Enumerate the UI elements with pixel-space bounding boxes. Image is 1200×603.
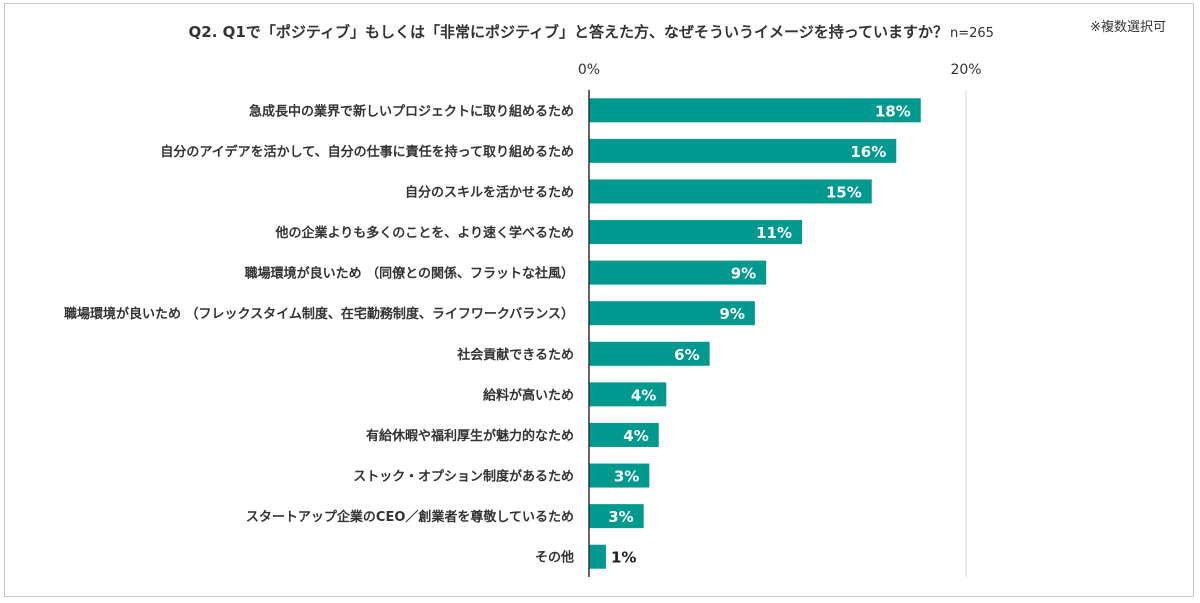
data-label: 15%: [826, 183, 862, 201]
data-label: 9%: [731, 265, 756, 283]
bar: [589, 422, 659, 447]
category-label: 有給休暇や福利厚生が魅力的なため: [366, 428, 574, 444]
x-tick-20: 20%: [950, 62, 981, 78]
data-label: 4%: [631, 386, 656, 404]
bar: [589, 98, 921, 123]
chart-title: Q2. Q1で「ポジティブ」もしくは「非常にポジティブ」と答えた方、なぜそういう…: [189, 23, 948, 41]
category-label: その他: [535, 550, 574, 566]
category-label: 職場環境が良いため （同僚との関係、フラットな社風）: [245, 266, 574, 282]
bars-group: 急成長中の業界で新しいプロジェクトに取り組めるため 18% 自分のアイデアを活かして…: [64, 98, 921, 569]
category-label: 職場環境が良いため （フレックスタイム制度、在宅勤務制度、ライフワークバランス）: [64, 306, 574, 322]
category-label: ストック・オプション制度があるため: [353, 469, 574, 485]
bar: [589, 341, 710, 366]
data-label: 6%: [674, 346, 699, 364]
category-label: スタートアップ企業のCEO／創業者を尊敬しているため: [246, 509, 574, 525]
data-label: 9%: [719, 305, 744, 323]
bar: [589, 301, 755, 326]
category-label: 社会貢献できるため: [456, 347, 574, 363]
data-label: 1%: [611, 549, 636, 567]
category-label: 急成長中の業界で新しいプロジェクトに取り組めるため: [249, 103, 574, 119]
bar: [589, 382, 667, 407]
bar: [589, 179, 872, 204]
data-label: 11%: [756, 224, 792, 242]
bar: [589, 260, 767, 285]
bar: [589, 138, 897, 163]
category-label: 他の企業よりも多くのことを、より速く学べるため: [275, 225, 574, 241]
sample-size: n=265: [950, 26, 994, 41]
data-label: 16%: [850, 143, 886, 161]
data-label: 18%: [875, 102, 911, 120]
data-label: 3%: [614, 468, 639, 486]
data-label: 3%: [608, 508, 633, 526]
category-label: 自分のスキルを活かせるため: [405, 184, 574, 200]
multiple-choice-note: ※複数選択可: [1090, 19, 1166, 35]
bar: [589, 544, 606, 569]
bar: [589, 463, 650, 488]
data-label: 4%: [623, 427, 648, 445]
category-label: 給料が高いため: [483, 387, 574, 403]
category-label: 自分のアイデアを活かして、自分の仕事に責任を持って取り組めるため: [160, 144, 574, 160]
x-tick-0: 0%: [578, 62, 600, 78]
bar: [589, 504, 644, 529]
bar: [589, 220, 803, 245]
